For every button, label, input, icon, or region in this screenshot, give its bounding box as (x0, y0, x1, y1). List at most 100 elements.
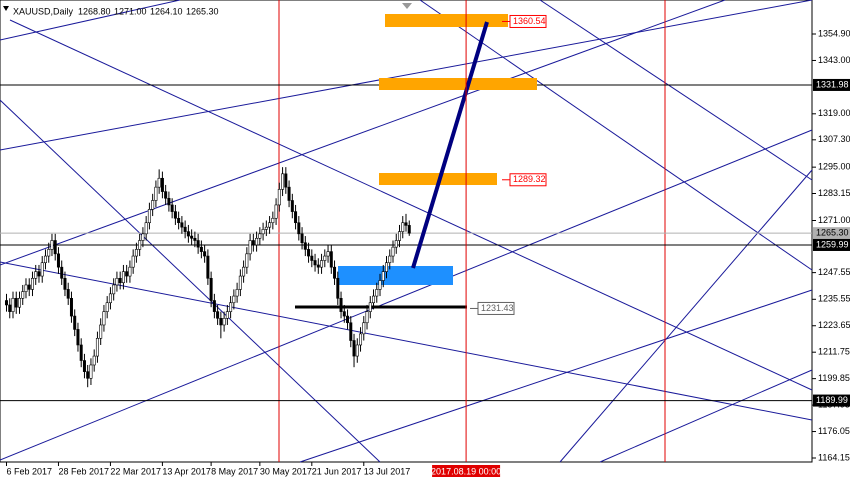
candle-body (349, 322, 353, 341)
candle-body (336, 277, 340, 299)
target-zone (385, 14, 508, 27)
x-tick-label: 13 Jul 2017 (364, 466, 411, 476)
y-tick-label: 1271.00 (818, 215, 850, 225)
header-value: 1265.30 (186, 6, 219, 16)
level-label: 1331.98 (816, 79, 849, 89)
candle-body (238, 275, 242, 290)
candle-body (355, 344, 359, 357)
candle-body (99, 324, 103, 339)
candle-body (37, 271, 41, 277)
gann-line (0, 261, 813, 421)
level-label: 1265.30 (816, 228, 849, 238)
candle-body (147, 209, 151, 224)
candles (4, 167, 411, 388)
candle-body (125, 271, 129, 277)
candle-body (170, 204, 174, 212)
gann-line (539, 0, 813, 181)
candle-body (271, 217, 275, 224)
candle-body (190, 235, 194, 239)
candle-body (108, 293, 112, 304)
candle-body (303, 242, 307, 250)
candle-body (394, 240, 398, 248)
candle-body (30, 277, 34, 290)
candle-body (76, 329, 80, 346)
gann-line (299, 289, 813, 463)
candle-body (56, 253, 60, 268)
candle-body (160, 177, 164, 192)
candle-body (21, 291, 25, 299)
candle-body (268, 222, 272, 228)
candle-body (242, 266, 246, 277)
candle-body (134, 249, 138, 257)
annotation-label: 1289.32 (513, 174, 546, 184)
candle-body (232, 295, 236, 304)
target-zone (379, 78, 537, 90)
candle-body (229, 302, 233, 312)
candle-body (277, 189, 281, 206)
candle-body (167, 197, 171, 206)
candle-body (225, 311, 229, 319)
y-tick-label: 1295.00 (818, 162, 850, 172)
x-tick-label: 21 Jun 2017 (312, 466, 362, 476)
annotation-label: 1231.43 (481, 303, 514, 313)
candle-body (47, 249, 51, 257)
x-tick-label: 8 May 2017 (211, 466, 258, 476)
candle-body (258, 233, 262, 239)
candle-body (342, 311, 346, 317)
candle-body (92, 355, 96, 366)
candle-body (378, 280, 382, 290)
candle-body (316, 264, 320, 268)
candle-body (401, 222, 405, 232)
candle-body (186, 231, 190, 237)
gann-line (0, 0, 181, 41)
candle-body (34, 271, 38, 279)
gann-lines (0, 0, 813, 463)
chart-title: XAUUSD,Daily (13, 6, 74, 16)
y-tick-label: 1235.55 (818, 294, 850, 304)
candle-body (105, 302, 109, 312)
candle-body (118, 277, 122, 284)
header-value: 1264.10 (150, 6, 183, 16)
gann-line (0, 99, 381, 463)
candle-body (216, 311, 220, 319)
candle-body (144, 222, 148, 235)
candle-body (326, 251, 330, 257)
gann-line (419, 0, 813, 271)
candle-body (281, 173, 285, 190)
candle-body (66, 289, 70, 299)
x-tick-label: 13 Apr 2017 (162, 466, 211, 476)
annotation-box (477, 301, 515, 315)
candle-body (368, 302, 372, 312)
candle-body (323, 255, 327, 261)
candle-body (245, 253, 249, 268)
candle-body (121, 271, 125, 284)
marker (402, 3, 412, 9)
candle-body (69, 297, 73, 317)
annotation-box (509, 14, 547, 28)
candle-body (294, 211, 298, 224)
candle-body (164, 191, 168, 199)
candle-body (388, 255, 392, 264)
header-value: 1268.80 (78, 6, 111, 16)
candle-body (310, 255, 314, 261)
level-box (813, 394, 850, 407)
candle-body (40, 262, 44, 277)
gann-line (599, 369, 813, 463)
candle-body (196, 240, 200, 248)
y-tick-label: 1211.75 (818, 347, 850, 357)
candle-body (385, 262, 389, 272)
gann-line (0, 129, 813, 461)
candle-body (372, 295, 376, 304)
candle-body (287, 186, 291, 201)
candle-body (115, 277, 119, 286)
candle-body (154, 186, 158, 201)
candle-body (79, 344, 83, 361)
candle-body (307, 249, 311, 257)
candle-body (17, 297, 21, 308)
candle-body (362, 322, 366, 335)
x-tick-label: 22 Mar 2017 (110, 466, 161, 476)
candle-body (264, 226, 268, 230)
candle-body (404, 222, 408, 226)
